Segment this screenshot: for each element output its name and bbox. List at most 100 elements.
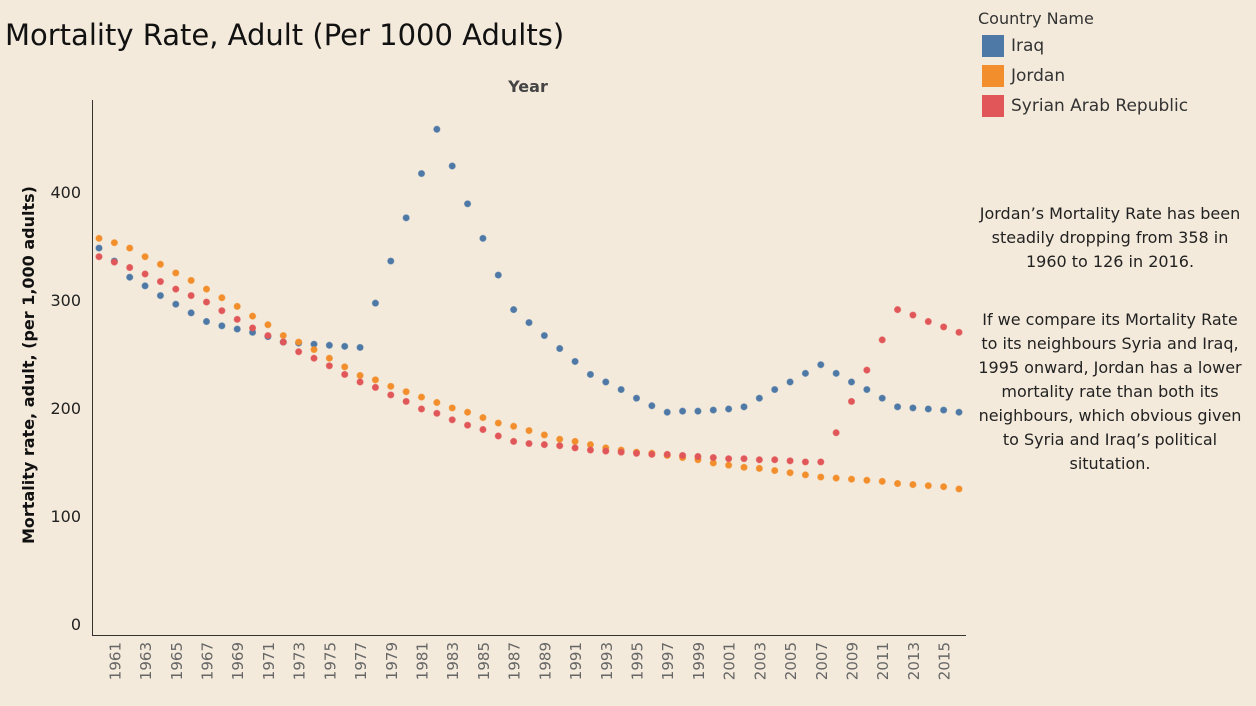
- data-point-syrian-arab-republic[interactable]: [187, 292, 195, 300]
- data-point-iraq[interactable]: [786, 378, 794, 386]
- data-point-syrian-arab-republic[interactable]: [202, 298, 211, 306]
- data-point-jordan[interactable]: [940, 483, 948, 491]
- data-point-syrian-arab-republic[interactable]: [817, 458, 825, 466]
- data-point-jordan[interactable]: [310, 346, 318, 354]
- data-point-syrian-arab-republic[interactable]: [126, 263, 134, 272]
- data-point-jordan[interactable]: [279, 331, 287, 340]
- data-point-iraq[interactable]: [847, 378, 856, 386]
- data-point-syrian-arab-republic[interactable]: [740, 455, 748, 463]
- data-point-jordan[interactable]: [433, 398, 441, 407]
- data-point-syrian-arab-republic[interactable]: [893, 306, 902, 314]
- data-point-jordan[interactable]: [494, 419, 502, 427]
- data-point-iraq[interactable]: [740, 403, 748, 411]
- data-point-syrian-arab-republic[interactable]: [771, 456, 779, 464]
- data-point-jordan[interactable]: [556, 435, 564, 443]
- data-point-iraq[interactable]: [172, 300, 180, 308]
- data-point-iraq[interactable]: [602, 378, 610, 386]
- data-point-jordan[interactable]: [172, 269, 180, 277]
- data-point-syrian-arab-republic[interactable]: [341, 370, 349, 379]
- data-point-jordan[interactable]: [924, 482, 932, 490]
- data-point-iraq[interactable]: [725, 405, 733, 413]
- data-point-syrian-arab-republic[interactable]: [955, 328, 963, 336]
- data-point-iraq[interactable]: [771, 385, 779, 394]
- data-point-jordan[interactable]: [801, 471, 810, 479]
- data-point-syrian-arab-republic[interactable]: [156, 277, 165, 286]
- data-point-iraq[interactable]: [510, 306, 518, 314]
- data-point-iraq[interactable]: [540, 331, 548, 340]
- data-point-iraq[interactable]: [893, 403, 902, 411]
- data-point-syrian-arab-republic[interactable]: [295, 348, 303, 356]
- data-point-syrian-arab-republic[interactable]: [786, 457, 794, 465]
- data-point-syrian-arab-republic[interactable]: [571, 444, 579, 452]
- data-point-syrian-arab-republic[interactable]: [141, 270, 149, 278]
- data-point-iraq[interactable]: [955, 408, 963, 416]
- data-point-syrian-arab-republic[interactable]: [847, 397, 856, 406]
- data-point-jordan[interactable]: [95, 234, 103, 242]
- data-point-iraq[interactable]: [878, 394, 886, 402]
- data-point-jordan[interactable]: [202, 285, 211, 293]
- data-point-jordan[interactable]: [325, 354, 333, 362]
- data-point-iraq[interactable]: [801, 369, 810, 377]
- data-point-syrian-arab-republic[interactable]: [233, 315, 241, 323]
- data-point-iraq[interactable]: [494, 271, 502, 279]
- data-point-jordan[interactable]: [448, 404, 456, 412]
- data-point-syrian-arab-republic[interactable]: [632, 449, 641, 457]
- data-point-syrian-arab-republic[interactable]: [709, 454, 717, 462]
- data-point-iraq[interactable]: [387, 257, 395, 265]
- data-point-syrian-arab-republic[interactable]: [617, 448, 625, 456]
- data-point-iraq[interactable]: [402, 214, 410, 222]
- legend-item-syria[interactable]: Syrian Arab Republic: [978, 91, 1188, 121]
- data-point-syrian-arab-republic[interactable]: [602, 447, 610, 455]
- data-point-syrian-arab-republic[interactable]: [448, 416, 456, 424]
- data-point-iraq[interactable]: [832, 369, 840, 377]
- data-point-syrian-arab-republic[interactable]: [95, 253, 103, 261]
- data-point-syrian-arab-republic[interactable]: [556, 442, 564, 450]
- data-point-iraq[interactable]: [325, 341, 333, 349]
- data-point-syrian-arab-republic[interactable]: [586, 446, 595, 454]
- data-point-jordan[interactable]: [847, 475, 856, 483]
- data-point-iraq[interactable]: [709, 406, 717, 414]
- data-point-syrian-arab-republic[interactable]: [694, 452, 702, 461]
- data-point-syrian-arab-republic[interactable]: [433, 409, 441, 417]
- data-point-syrian-arab-republic[interactable]: [387, 391, 395, 399]
- data-point-syrian-arab-republic[interactable]: [218, 307, 226, 315]
- data-point-syrian-arab-republic[interactable]: [264, 331, 272, 340]
- data-point-iraq[interactable]: [755, 394, 763, 402]
- data-point-jordan[interactable]: [126, 244, 134, 252]
- data-point-iraq[interactable]: [863, 385, 871, 394]
- data-point-syrian-arab-republic[interactable]: [648, 450, 656, 458]
- data-point-jordan[interactable]: [771, 466, 779, 475]
- data-point-syrian-arab-republic[interactable]: [479, 425, 487, 434]
- data-point-jordan[interactable]: [755, 464, 763, 472]
- data-point-iraq[interactable]: [586, 370, 595, 379]
- data-point-iraq[interactable]: [187, 309, 195, 317]
- data-point-syrian-arab-republic[interactable]: [325, 362, 333, 370]
- data-point-iraq[interactable]: [202, 317, 211, 326]
- data-point-syrian-arab-republic[interactable]: [248, 324, 257, 332]
- data-point-jordan[interactable]: [786, 469, 794, 477]
- data-point-syrian-arab-republic[interactable]: [878, 336, 886, 344]
- data-point-iraq[interactable]: [218, 322, 226, 330]
- data-point-iraq[interactable]: [678, 407, 687, 415]
- data-point-syrian-arab-republic[interactable]: [909, 311, 917, 319]
- data-point-jordan[interactable]: [264, 321, 272, 329]
- data-point-jordan[interactable]: [571, 437, 579, 445]
- data-point-iraq[interactable]: [233, 325, 241, 333]
- data-point-jordan[interactable]: [387, 382, 395, 390]
- data-point-syrian-arab-republic[interactable]: [801, 458, 810, 466]
- data-point-syrian-arab-republic[interactable]: [310, 354, 318, 362]
- data-point-jordan[interactable]: [832, 474, 840, 482]
- data-point-syrian-arab-republic[interactable]: [172, 285, 180, 293]
- data-point-syrian-arab-republic[interactable]: [279, 338, 287, 346]
- data-point-jordan[interactable]: [740, 463, 748, 471]
- data-point-iraq[interactable]: [479, 234, 487, 242]
- data-point-iraq[interactable]: [940, 406, 948, 414]
- data-point-syrian-arab-republic[interactable]: [832, 429, 840, 437]
- data-point-syrian-arab-republic[interactable]: [494, 432, 502, 440]
- data-point-iraq[interactable]: [341, 342, 349, 350]
- data-point-jordan[interactable]: [893, 479, 902, 488]
- data-point-syrian-arab-republic[interactable]: [525, 439, 533, 448]
- data-point-jordan[interactable]: [371, 376, 380, 384]
- data-point-jordan[interactable]: [248, 312, 257, 320]
- data-point-syrian-arab-republic[interactable]: [663, 450, 671, 458]
